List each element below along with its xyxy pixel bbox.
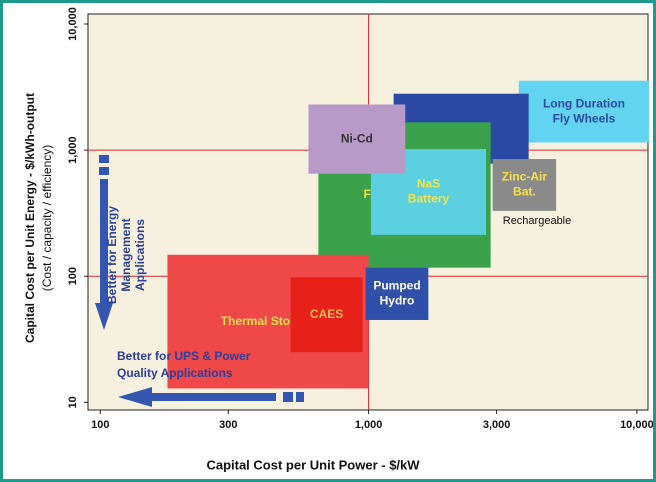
y-axis-title: Capital Cost per Unit Energy - $/kWh-out… xyxy=(23,93,37,343)
y-tick-label: 1,000 xyxy=(67,136,79,164)
region-label: Pumped xyxy=(373,278,420,292)
region-label: Bat. xyxy=(513,185,536,199)
annotation: Better for UPS & Power xyxy=(117,349,251,363)
y-axis-subtitle: (Cost / capacity / efficiency) xyxy=(40,145,54,292)
annotation: Quality Applications xyxy=(117,366,233,380)
annotation: Applications xyxy=(133,219,147,291)
region-label: Battery xyxy=(408,192,450,206)
x-tick-label: 3,000 xyxy=(483,419,511,431)
annotation-energy: Better for Energy Management Application… xyxy=(105,206,147,304)
x-tick-label: 1,000 xyxy=(355,419,383,431)
x-tick-label: 100 xyxy=(91,419,109,431)
region xyxy=(518,80,650,143)
annotation: Rechargeable xyxy=(503,215,572,227)
y-tick-label: 10 xyxy=(67,396,79,408)
annotation: Better for Energy xyxy=(105,206,119,304)
annotation: Management xyxy=(119,218,133,291)
region-label: NaS xyxy=(417,177,440,191)
arrow-horizontal xyxy=(118,387,304,407)
region-label: Hydro xyxy=(380,293,415,307)
region-label: Fly Wheels xyxy=(553,111,616,125)
y-tick-label: 10,000 xyxy=(67,7,79,41)
x-tick-label: 300 xyxy=(219,419,237,431)
region xyxy=(492,159,557,211)
region-label: CAES xyxy=(310,307,343,321)
x-tick-label: 10,000 xyxy=(620,419,653,431)
region-label: Long Duration xyxy=(543,96,625,110)
region xyxy=(290,277,363,353)
region xyxy=(308,104,406,174)
region-label: Zinc-Air xyxy=(502,170,548,184)
x-axis-title: Capital Cost per Unit Power - $/kW xyxy=(206,457,420,472)
region xyxy=(365,267,429,320)
arrow-vertical xyxy=(95,155,113,330)
y-tick-label: 100 xyxy=(67,267,79,285)
region-label: Ni-Cd xyxy=(341,131,373,145)
